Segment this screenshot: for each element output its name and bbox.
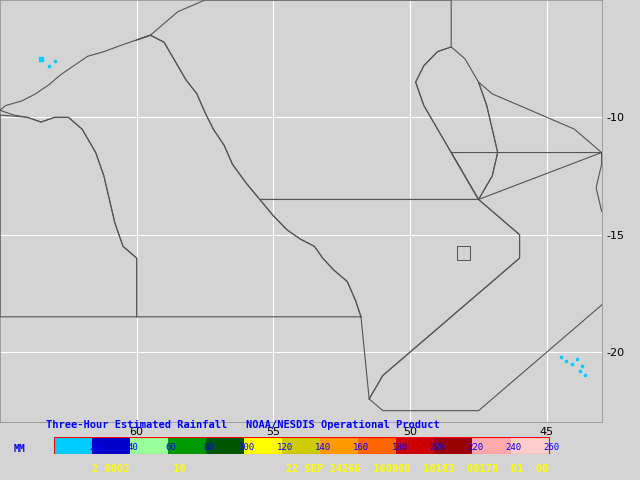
FancyBboxPatch shape [358, 437, 396, 454]
FancyBboxPatch shape [472, 437, 511, 454]
Text: 160: 160 [353, 443, 369, 452]
Text: 100: 100 [239, 443, 255, 452]
Text: Three-Hour Estimated Rainfall   NOAA/NESDIS Operational Product: Three-Hour Estimated Rainfall NOAA/NESDI… [46, 420, 440, 430]
FancyBboxPatch shape [396, 437, 435, 454]
FancyBboxPatch shape [54, 437, 92, 454]
FancyBboxPatch shape [244, 437, 282, 454]
Text: 180: 180 [392, 443, 408, 452]
Text: 260: 260 [544, 443, 560, 452]
Text: 40: 40 [127, 443, 138, 452]
Text: 220: 220 [468, 443, 484, 452]
Text: 200: 200 [429, 443, 445, 452]
FancyBboxPatch shape [435, 437, 472, 454]
Text: 80: 80 [204, 443, 214, 452]
Text: 20: 20 [90, 443, 100, 452]
FancyBboxPatch shape [168, 437, 206, 454]
Text: 120: 120 [277, 443, 293, 452]
FancyBboxPatch shape [320, 437, 358, 454]
Text: 60: 60 [166, 443, 177, 452]
FancyBboxPatch shape [206, 437, 244, 454]
Text: MM: MM [14, 444, 26, 454]
Text: 240: 240 [506, 443, 522, 452]
Text: 140: 140 [316, 443, 332, 452]
FancyBboxPatch shape [92, 437, 130, 454]
Text: 2 0002       10                22 SEP 24266  160000  10183  08178  01  00: 2 0002 10 22 SEP 24266 160000 10183 0817… [92, 464, 548, 474]
FancyBboxPatch shape [130, 437, 168, 454]
FancyBboxPatch shape [282, 437, 320, 454]
FancyBboxPatch shape [511, 437, 548, 454]
